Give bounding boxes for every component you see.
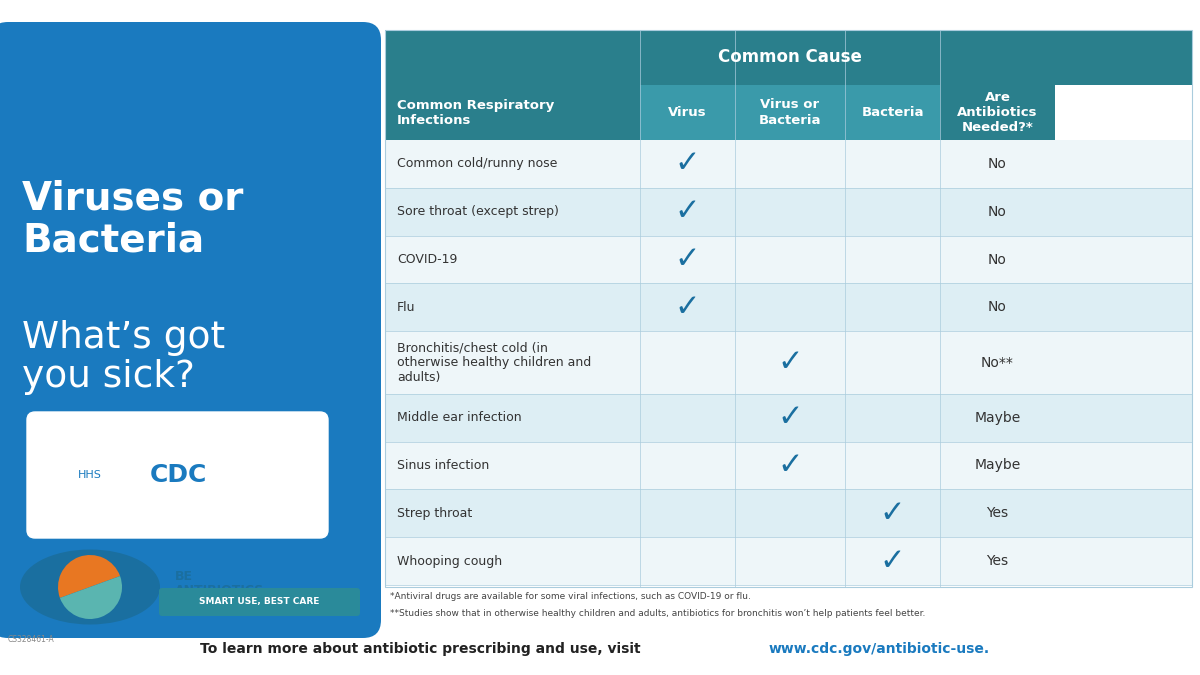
Bar [385,537,1192,585]
Text: Bacteria: Bacteria [862,106,924,119]
Text: Sore throat (except strep): Sore throat (except strep) [397,205,559,218]
Text: Common Cause: Common Cause [718,49,862,67]
Text: ✓: ✓ [674,293,701,322]
Text: Yes: Yes [986,554,1008,568]
FancyBboxPatch shape [385,30,640,140]
Text: Virus or
Bacteria: Virus or Bacteria [758,99,821,126]
Text: Maybe: Maybe [974,410,1021,425]
FancyBboxPatch shape [385,30,1192,85]
Text: Strep throat: Strep throat [397,507,473,520]
Text: What’s got
you sick?: What’s got you sick? [22,320,226,395]
Text: ✓: ✓ [880,547,905,576]
Bar [385,236,1192,284]
Text: No: No [988,252,1007,267]
Text: CS328461-A: CS328461-A [8,634,55,643]
Text: Yes: Yes [986,506,1008,520]
Text: Bronchitis/chest cold (in
otherwise healthy children and
adults): Bronchitis/chest cold (in otherwise heal… [397,341,592,384]
Text: No: No [988,157,1007,171]
Text: Viruses or
Bacteria: Viruses or Bacteria [22,180,244,259]
Bar [385,188,1192,236]
Text: SMART USE, BEST CARE: SMART USE, BEST CARE [199,597,319,606]
Text: COVID-19: COVID-19 [397,253,457,266]
Bar [385,140,1192,188]
Text: Maybe: Maybe [974,458,1021,472]
FancyBboxPatch shape [158,588,360,616]
Bar [385,30,1192,587]
Text: ✓: ✓ [778,403,803,432]
Text: Whooping cough: Whooping cough [397,555,502,568]
Wedge shape [58,555,120,598]
Text: ✓: ✓ [880,499,905,528]
FancyBboxPatch shape [26,412,328,538]
Text: Common Respiratory
Infections: Common Respiratory Infections [397,99,554,126]
Text: To learn more about antibiotic prescribing and use, visit: To learn more about antibiotic prescribi… [200,642,646,656]
Text: **Studies show that in otherwise healthy children and adults, antibiotics for br: **Studies show that in otherwise healthy… [390,609,925,618]
Text: ✓: ✓ [674,197,701,226]
Ellipse shape [20,549,160,624]
Text: HHS: HHS [78,470,102,480]
Text: Sinus infection: Sinus infection [397,459,490,472]
Text: CDC: CDC [149,463,206,487]
Text: Middle ear infection: Middle ear infection [397,411,522,424]
Text: Flu: Flu [397,301,415,314]
Text: No: No [988,300,1007,315]
Bar [385,489,1192,537]
Bar [385,394,1192,441]
Text: ✓: ✓ [674,149,701,178]
Text: ✓: ✓ [778,348,803,377]
Text: ✓: ✓ [778,451,803,480]
FancyBboxPatch shape [640,85,940,140]
Text: No: No [988,205,1007,219]
Text: *Antiviral drugs are available for some viral infections, such as COVID-19 or fl: *Antiviral drugs are available for some … [390,592,751,601]
Text: Are
Antibiotics
Needed?*: Are Antibiotics Needed?* [958,91,1038,134]
Text: Common cold/runny nose: Common cold/runny nose [397,157,557,170]
FancyBboxPatch shape [940,30,1055,140]
Text: Virus: Virus [668,106,707,119]
Bar [385,284,1192,331]
Text: BE
ANTIBIOTICS
AWARE: BE ANTIBIOTICS AWARE [175,570,264,612]
Text: www.cdc.gov/antibiotic-use.: www.cdc.gov/antibiotic-use. [768,642,990,656]
Bar [385,331,1192,394]
Text: ✓: ✓ [674,245,701,274]
Wedge shape [60,576,122,619]
Bar [385,441,1192,489]
Text: No**: No** [982,356,1014,369]
FancyBboxPatch shape [0,22,380,638]
